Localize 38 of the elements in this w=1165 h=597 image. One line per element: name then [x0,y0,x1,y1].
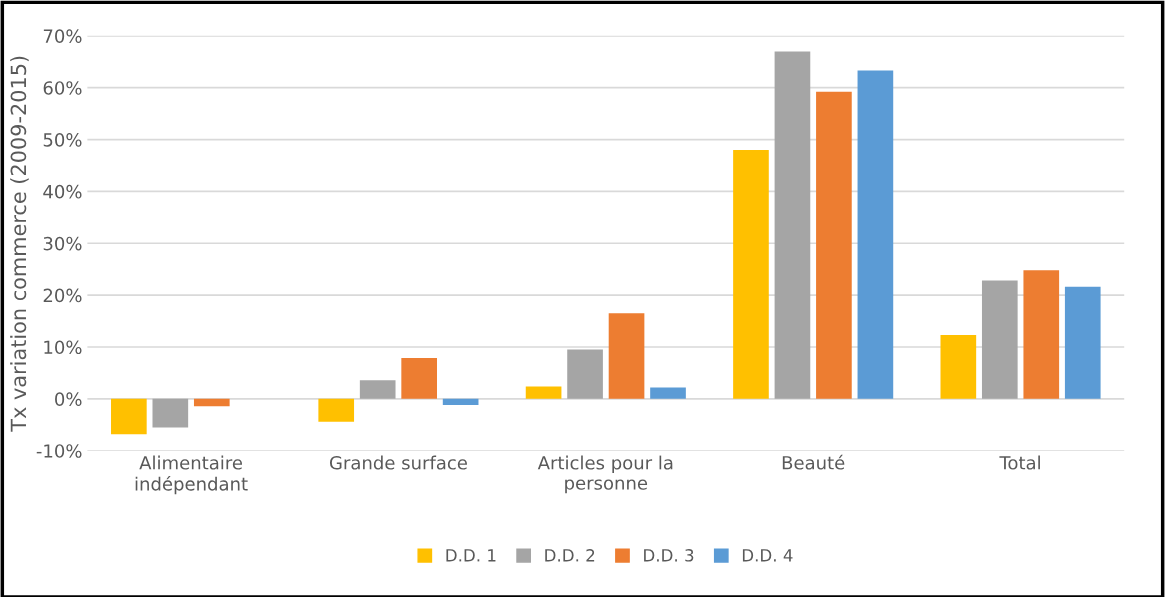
bar [525,386,562,399]
y-tick-label: 40% [43,184,82,199]
bar [816,91,852,399]
bar [733,149,769,399]
bar [193,398,230,407]
bar [608,313,645,399]
y-tick-label: 70% [43,29,82,43]
bar [650,387,686,399]
x-tick-label: Alimentaire indépendant [135,455,248,495]
bar [359,380,396,399]
bar [774,51,811,399]
x-tick-label: Grande surface [329,455,467,470]
y-tick-label: 50% [43,133,82,147]
legend-label: D.D. 3 [644,549,694,562]
y-tick-label: 0% [55,392,82,406]
bar [857,70,894,399]
bar [940,335,977,399]
y-tick-label: -10% [36,444,82,458]
bar [152,398,189,428]
bar [401,357,437,399]
legend-label: D.D. 1 [446,549,496,562]
y-axis-title: Tx variation commerce (2009-2015) [10,56,29,432]
y-tick-label: 20% [43,288,82,303]
y-tick-label: 30% [43,236,82,251]
y-tick-label: 60% [43,81,82,95]
bar [1064,286,1101,399]
x-tick-label: Articles pour la personne [537,455,673,494]
bar [981,280,1018,399]
legend-label: D.D. 4 [742,549,793,562]
bar [1023,270,1060,399]
bar [567,349,603,399]
bar [442,398,479,406]
x-tick-label: Beauté [782,454,845,470]
legend-label: D.D. 2 [545,549,595,562]
bar [318,398,355,422]
y-tick-label: 10% [44,340,82,355]
x-tick-label: Total [999,455,1040,470]
bar [111,398,147,435]
